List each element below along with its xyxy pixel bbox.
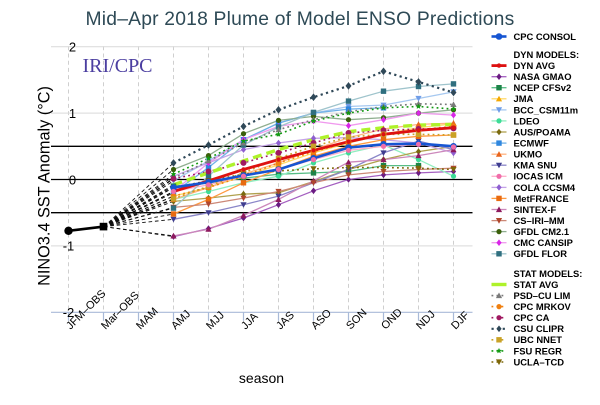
svg-text:-2: -2 — [63, 305, 75, 320]
svg-text:ECMWF: ECMWF — [514, 138, 550, 149]
svg-text:LDEO: LDEO — [514, 115, 540, 126]
svg-text:CS–IRI–MM: CS–IRI–MM — [514, 215, 565, 226]
svg-text:FSU REGR: FSU REGR — [514, 345, 563, 356]
svg-text:UKMO: UKMO — [514, 149, 543, 160]
svg-text:SINTEX-F: SINTEX-F — [514, 204, 557, 215]
svg-text:Mid–Apr 2018 Plume of Model EN: Mid–Apr 2018 Plume of Model ENSO Predict… — [86, 9, 515, 30]
svg-text:2: 2 — [69, 40, 76, 55]
svg-text:IRI/CPC: IRI/CPC — [83, 55, 153, 77]
svg-text:COLA CCSM4: COLA CCSM4 — [514, 182, 576, 193]
svg-text:AUS/POAMA: AUS/POAMA — [514, 126, 572, 137]
svg-text:1: 1 — [69, 106, 76, 121]
svg-text:STAT MODELS:: STAT MODELS: — [514, 268, 583, 279]
svg-text:MetFRANCE: MetFRANCE — [514, 193, 569, 204]
svg-text:IOCAS ICM: IOCAS ICM — [514, 171, 564, 182]
svg-text:STAT AVG: STAT AVG — [514, 279, 559, 290]
svg-text:CSU CLIPR: CSU CLIPR — [514, 323, 565, 334]
svg-text:DYN AVG: DYN AVG — [514, 60, 556, 71]
svg-text:CPC CONSOL: CPC CONSOL — [514, 31, 577, 42]
svg-text:PSD–CU LIM: PSD–CU LIM — [514, 290, 571, 301]
svg-text:0: 0 — [69, 172, 76, 187]
svg-text:CMC CANSIP: CMC CANSIP — [514, 237, 573, 248]
svg-text:GFDL FLOR: GFDL FLOR — [514, 248, 568, 259]
svg-text:JMA: JMA — [514, 93, 534, 104]
svg-text:CPC MRKOV: CPC MRKOV — [514, 301, 572, 312]
svg-text:KMA SNU: KMA SNU — [514, 160, 558, 171]
svg-text:DYN MODELS:: DYN MODELS: — [514, 49, 580, 60]
svg-text:-1: -1 — [63, 239, 75, 254]
svg-text:NINO3.4 SST Anomaly (°C): NINO3.4 SST Anomaly (°C) — [36, 86, 54, 286]
svg-text:GFDL CM2.1: GFDL CM2.1 — [514, 226, 570, 237]
svg-text:season: season — [239, 370, 284, 386]
svg-text:NASA GMAO: NASA GMAO — [514, 71, 572, 82]
svg-text:NCEP CFSv2: NCEP CFSv2 — [514, 82, 572, 93]
svg-text:UBC NNET: UBC NNET — [514, 334, 563, 345]
svg-text:BCC_CSM11m: BCC_CSM11m — [514, 104, 579, 115]
svg-text:CPC CA: CPC CA — [514, 312, 550, 323]
svg-text:UCLA–TCD: UCLA–TCD — [514, 356, 565, 367]
